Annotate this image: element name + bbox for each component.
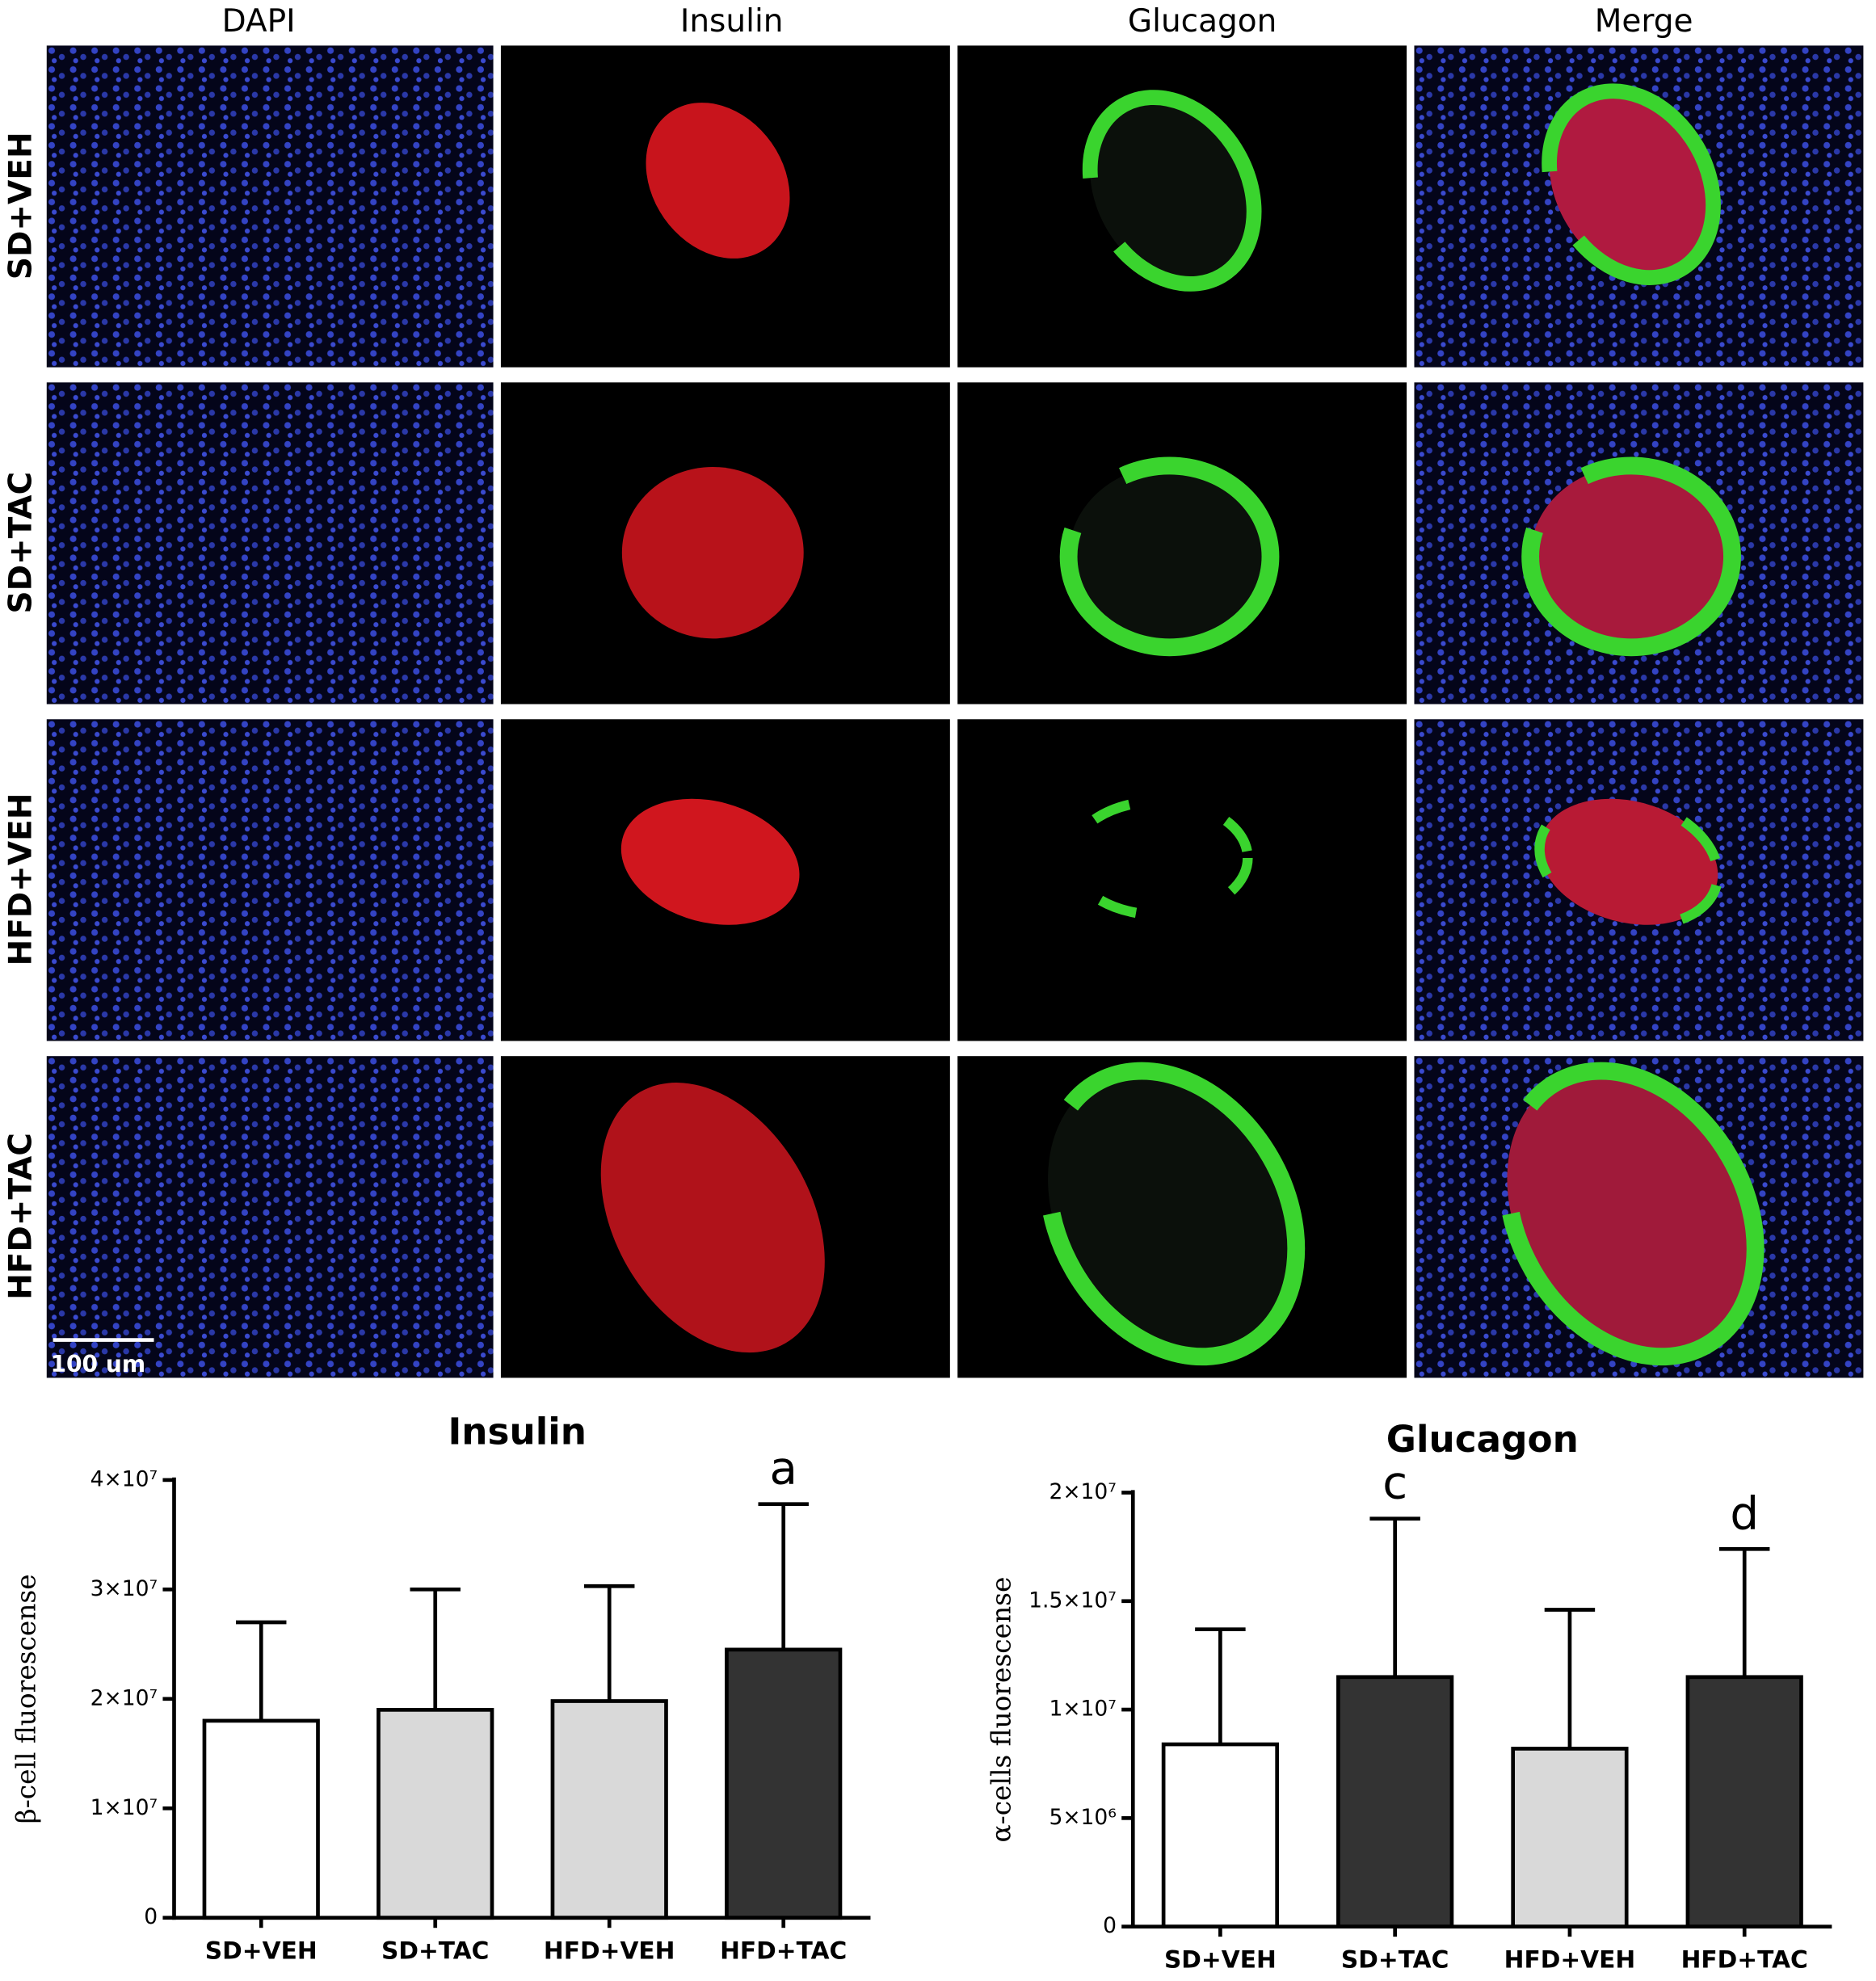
column-header: Merge xyxy=(1595,3,1693,40)
y-tick-label: 1×10⁷ xyxy=(90,1795,158,1820)
y-tick-label: 0 xyxy=(144,1904,158,1929)
y-tick-label: 5×10⁶ xyxy=(1049,1805,1117,1830)
scale-bar-label: 100 um xyxy=(50,1351,145,1377)
panel xyxy=(46,719,494,1041)
column-header: Insulin xyxy=(680,3,784,40)
micrographs: 100 um xyxy=(46,45,1864,1378)
bar xyxy=(725,1647,843,1920)
y-tick-label: 1.5×10⁷ xyxy=(1028,1588,1117,1613)
panel xyxy=(1414,45,1864,368)
bar xyxy=(1685,1675,1803,1928)
bar xyxy=(1161,1742,1280,1929)
x-tick-label: SD+TAC xyxy=(381,1936,489,1964)
y-tick-label: 1×10⁷ xyxy=(1049,1697,1117,1722)
column-header: Glucagon xyxy=(1128,3,1277,40)
y-axis-label: β-cell fluorescense xyxy=(11,1574,41,1823)
panel xyxy=(46,45,494,368)
panel xyxy=(1414,1056,1864,1378)
y-tick-label: 2×10⁷ xyxy=(1049,1479,1117,1504)
panel xyxy=(1414,719,1864,1041)
x-tick-label: HFD+VEH xyxy=(1504,1945,1636,1973)
column-header: DAPI xyxy=(222,3,296,40)
panel xyxy=(957,719,1407,1041)
row-label: SD+VEH xyxy=(3,132,40,280)
x-tick-label: SD+TAC xyxy=(1341,1945,1449,1973)
panel xyxy=(500,45,950,368)
panel xyxy=(1414,382,1864,704)
panel xyxy=(957,1056,1407,1378)
chart-title: Insulin xyxy=(448,1411,587,1453)
panel: 100 um xyxy=(46,1056,494,1378)
bar xyxy=(376,1708,494,1920)
chart-title: Glucagon xyxy=(1386,1418,1579,1461)
y-tick-label: 4×10⁷ xyxy=(90,1466,158,1491)
panel xyxy=(500,1056,950,1378)
panel xyxy=(500,382,950,704)
panel xyxy=(957,45,1407,368)
row-label: HFD+VEH xyxy=(3,793,40,966)
bar xyxy=(202,1718,320,1920)
y-tick-label: 0 xyxy=(1103,1913,1117,1938)
x-tick-label: SD+VEH xyxy=(205,1936,318,1964)
annotation: c xyxy=(1382,1457,1407,1510)
y-tick-label: 3×10⁷ xyxy=(90,1576,158,1601)
annotation: d xyxy=(1730,1487,1759,1540)
row-label: HFD+TAC xyxy=(3,1133,40,1300)
bar xyxy=(1336,1675,1454,1928)
x-tick-label: SD+VEH xyxy=(1164,1945,1277,1973)
panel xyxy=(46,382,494,704)
panel xyxy=(500,719,950,1041)
panel xyxy=(957,382,1407,704)
x-tick-label: HFD+VEH xyxy=(544,1936,675,1964)
bar xyxy=(550,1699,668,1920)
x-tick-label: HFD+TAC xyxy=(1681,1945,1808,1973)
bar xyxy=(1511,1747,1629,1928)
y-tick-label: 2×10⁷ xyxy=(90,1685,158,1710)
annotation: a xyxy=(769,1443,797,1495)
row-label: SD+TAC xyxy=(3,472,40,614)
y-axis-label: α-cells fluorescense xyxy=(986,1577,1016,1843)
x-tick-label: HFD+TAC xyxy=(720,1936,847,1964)
